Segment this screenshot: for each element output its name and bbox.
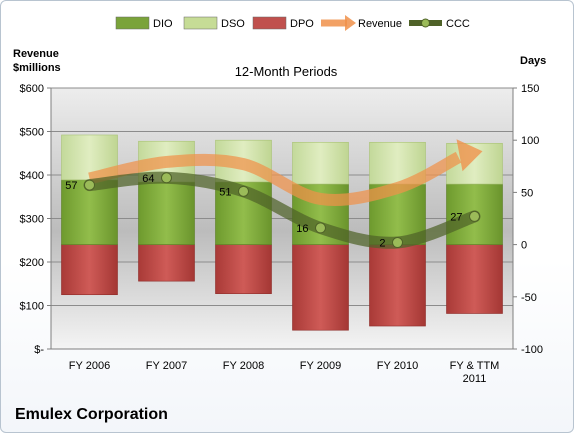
legend-item: DIO [115, 16, 173, 30]
bar-dpo [138, 244, 195, 282]
left-tick-label: $400 [20, 170, 44, 182]
ccc-marker [469, 210, 480, 222]
ccc-data-label: 27 [450, 211, 462, 223]
company-name: Emulex Corporation [15, 406, 168, 423]
bar-dpo [215, 244, 272, 294]
legend-label: DSO [221, 18, 245, 30]
ccc-data-label: 2 [379, 238, 385, 250]
legend-item: Revenue [321, 15, 402, 31]
legend-swatch-dio [115, 16, 150, 30]
right-tick-label: 50 [521, 187, 533, 199]
ccc-marker [84, 179, 95, 191]
left-axis-label-line-2: $millions [13, 62, 61, 74]
chart-title: 12-Month Periods [235, 64, 338, 79]
category-label: FY 2006 [69, 360, 110, 372]
ccc-marker [392, 237, 403, 249]
bar-dpo [369, 244, 426, 327]
ccc-data-label: 64 [142, 173, 154, 185]
legend-item: DSO [183, 16, 245, 30]
legend-swatch-ccc-marker [421, 18, 430, 28]
ccc-marker [315, 222, 326, 234]
right-axis-label: Days [520, 55, 546, 67]
left-tick-label: $100 [20, 301, 44, 313]
line-revenue-arrowhead [456, 139, 483, 172]
ccc-data-label: 57 [65, 180, 77, 192]
ccc-marker [238, 185, 249, 197]
ccc-marker [161, 172, 172, 184]
left-tick-label: $600 [20, 83, 44, 95]
right-tick-label: 0 [521, 240, 527, 252]
legend-swatch-dso [183, 16, 218, 30]
left-tick-label: $- [34, 344, 44, 356]
bar-dso [292, 141, 349, 185]
bar-dpo [61, 244, 118, 296]
legend-item: CCC [409, 18, 470, 30]
category-label: FY 2007 [146, 360, 187, 372]
left-tick-label: $200 [20, 257, 44, 269]
legend-label: CCC [446, 18, 470, 30]
legend-item: DPO [252, 16, 314, 30]
legend-label: Revenue [358, 18, 402, 30]
category-label: FY 2010 [377, 360, 418, 372]
bars [61, 134, 503, 331]
right-tick-label: -50 [521, 292, 537, 304]
right-tick-label: 150 [521, 83, 539, 95]
lines: 57 64 51 16 2 27 [65, 139, 483, 250]
bar-dio [138, 181, 195, 245]
category-label: FY 2009 [300, 360, 341, 372]
right-tick-label: -100 [521, 344, 543, 356]
left-tick-label: $300 [20, 214, 44, 226]
bar-dso [369, 141, 426, 185]
ccc-data-label: 51 [219, 186, 231, 198]
category-label: FY & TTM 2011 [450, 360, 500, 385]
ccc-data-label: 16 [296, 223, 308, 235]
legend-label: DIO [153, 18, 173, 30]
left-tick-label: $500 [20, 127, 44, 139]
line-revenue [88, 151, 462, 206]
legend-swatch-revenue-arrowhead [345, 15, 356, 31]
axes: $- $100 $200 $300 $400 $500 $600 -100 -50 0 50 100 1… [20, 83, 544, 385]
bar-dpo [446, 244, 503, 314]
left-axis-label-line-1: Revenue [13, 48, 59, 60]
right-tick-label: 100 [521, 135, 539, 147]
legend: DIO DSO DPO Revenue CCC [115, 15, 470, 31]
legend-label: DPO [290, 18, 314, 30]
category-label: FY 2008 [223, 360, 264, 372]
legend-swatch-dpo [252, 16, 287, 30]
bar-dpo [292, 244, 349, 331]
